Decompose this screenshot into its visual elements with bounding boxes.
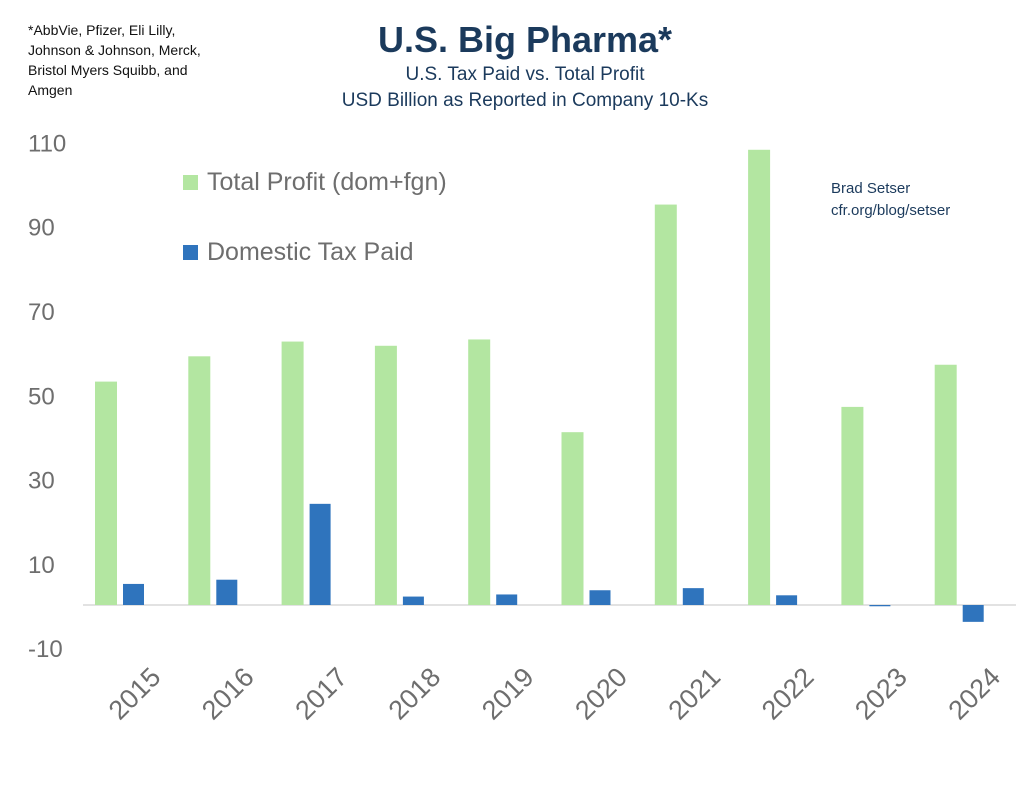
bars [95,149,984,622]
x-tick-label: 2016 [196,662,260,726]
x-tick-label: 2019 [476,662,540,726]
x-tick-label: 2018 [383,662,447,726]
tax-bar-2015 [123,583,144,605]
profit-bar-2022 [748,149,771,605]
y-tick-label: 70 [28,299,55,326]
legend-swatch-profit [183,174,198,190]
x-tick-label: 2020 [569,662,633,726]
tax-bar-2022 [776,595,798,605]
profit-bar-2024 [934,364,957,605]
author-url: cfr.org/blog/setser [831,202,951,219]
y-tick-label: 30 [28,468,55,495]
y-tick-label: 10 [28,552,55,579]
profit-bar-2023 [841,406,864,605]
legend-item-tax: Domestic Tax Paid [183,235,447,269]
author-name: Brad Setser [831,180,911,197]
x-tick-label: 2015 [103,662,167,726]
tax-bar-2024 [962,605,984,622]
x-tick-label: 2023 [849,662,913,726]
legend-label-profit: Total Profit (dom+fgn) [207,167,447,196]
profit-bar-2021 [654,204,677,605]
companies-footnote: *AbbVie, Pfizer, Eli Lilly, Johnson & Jo… [28,22,201,98]
profit-bar-2018 [374,345,397,605]
y-axis-ticks: 110 90 70 50 30 10 -10 [28,130,66,663]
profit-bar-2017 [281,341,304,605]
x-tick-label: 2022 [756,662,820,726]
profit-bar-2016 [188,356,211,605]
tax-bar-2017 [309,503,331,605]
legend-swatch-tax [183,244,198,260]
tax-bar-2021 [682,588,704,605]
x-tick-label: 2021 [663,662,727,726]
author-credit: Brad Setser cfr.org/blog/setser [831,178,950,222]
legend: Total Profit (dom+fgn) Domestic Tax Paid [183,165,447,305]
y-tick-label: -10 [28,636,63,663]
legend-label-tax: Domestic Tax Paid [207,237,414,266]
x-tick-label: 2017 [289,662,353,726]
profit-bar-2020 [561,432,584,605]
tax-bar-2016 [216,579,238,605]
chart-subtitle-line-2: USD Billion as Reported in Company 10-Ks [341,90,709,111]
chart-subtitle-line-1: U.S. Tax Paid vs. Total Profit [405,64,645,85]
tax-bar-2023 [869,605,891,607]
profit-bar-2019 [468,339,491,605]
tax-bar-2018 [402,596,424,605]
tax-bar-2020 [589,590,611,605]
chart-title: U.S. Big Pharma* [377,19,673,60]
y-tick-label: 50 [28,383,55,410]
y-tick-label: 110 [28,130,66,157]
legend-item-profit: Total Profit (dom+fgn) [183,165,447,199]
y-tick-label: 90 [28,215,55,242]
x-axis-ticks: 2015 2016 2017 2018 2019 2020 2021 2022 2023 2024 [103,662,1006,726]
profit-bar-2015 [95,381,117,605]
title-block: U.S. Big Pharma* U.S. Tax Paid vs. Total… [300,18,750,114]
x-tick-label: 2024 [942,662,1006,726]
tax-bar-2019 [496,594,518,605]
